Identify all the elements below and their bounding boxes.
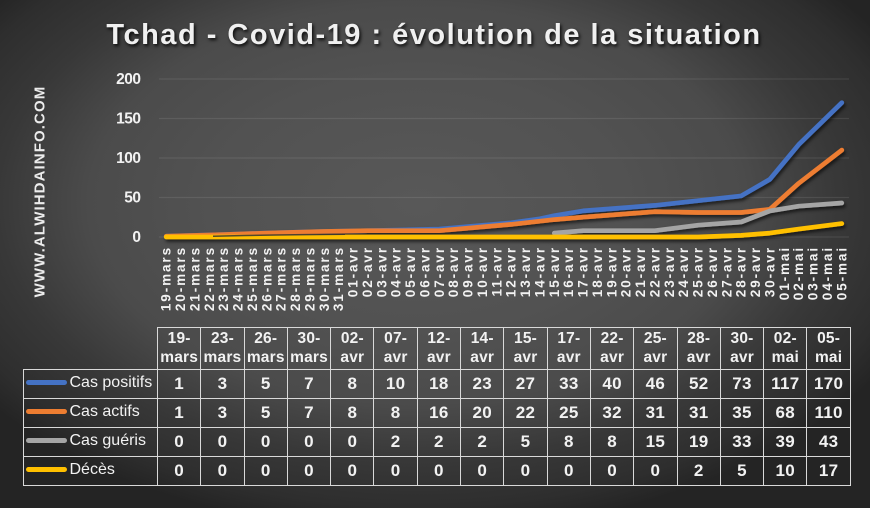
svg-text:19-mars: 19-mars: [159, 246, 174, 311]
svg-text:25-mars: 25-mars: [245, 246, 260, 311]
svg-text:28-avr: 28-avr: [734, 246, 749, 297]
svg-text:17-avr: 17-avr: [576, 246, 591, 297]
svg-text:29-mars: 29-mars: [302, 246, 317, 311]
svg-text:100: 100: [116, 150, 140, 167]
svg-text:04-avr: 04-avr: [389, 246, 404, 297]
svg-text:10-avr: 10-avr: [475, 246, 490, 297]
svg-text:30-mars: 30-mars: [317, 246, 332, 311]
svg-text:01-avr: 01-avr: [346, 246, 361, 297]
svg-text:03-mai: 03-mai: [806, 246, 821, 300]
svg-text:23-mars: 23-mars: [216, 246, 231, 311]
svg-text:150: 150: [116, 110, 140, 127]
svg-text:25-avr: 25-avr: [691, 246, 706, 297]
svg-text:01-mai: 01-mai: [777, 246, 792, 300]
svg-text:0: 0: [132, 229, 140, 246]
svg-text:14-avr: 14-avr: [532, 246, 547, 297]
svg-text:23-avr: 23-avr: [662, 246, 677, 297]
svg-text:200: 200: [116, 71, 140, 88]
svg-text:26-mars: 26-mars: [259, 246, 274, 311]
svg-text:50: 50: [124, 189, 140, 206]
svg-text:02-avr: 02-avr: [360, 246, 375, 297]
svg-text:03-avr: 03-avr: [374, 246, 389, 297]
svg-text:11-avr: 11-avr: [489, 246, 504, 296]
svg-text:05-avr: 05-avr: [403, 246, 418, 297]
svg-text:05-mai: 05-mai: [834, 246, 849, 300]
svg-text:21-avr: 21-avr: [633, 246, 648, 297]
svg-text:22-avr: 22-avr: [647, 246, 662, 297]
svg-text:16-avr: 16-avr: [561, 246, 576, 297]
svg-text:15-avr: 15-avr: [547, 246, 562, 297]
svg-text:06-avr: 06-avr: [417, 246, 432, 297]
svg-text:20-avr: 20-avr: [619, 246, 634, 297]
svg-text:27-avr: 27-avr: [719, 246, 734, 297]
svg-text:12-avr: 12-avr: [504, 246, 519, 297]
svg-text:29-avr: 29-avr: [748, 246, 763, 297]
svg-text:21-mars: 21-mars: [187, 246, 202, 311]
svg-text:30-avr: 30-avr: [762, 246, 777, 297]
svg-text:04-mai: 04-mai: [820, 246, 835, 300]
svg-text:08-avr: 08-avr: [446, 246, 461, 297]
svg-text:02-mai: 02-mai: [791, 246, 806, 300]
svg-text:28-mars: 28-mars: [288, 246, 303, 311]
svg-text:27-mars: 27-mars: [274, 246, 289, 311]
svg-text:31-mars: 31-mars: [331, 246, 346, 311]
svg-text:19-avr: 19-avr: [604, 246, 619, 297]
svg-text:07-avr: 07-avr: [432, 246, 447, 297]
svg-text:18-avr: 18-avr: [590, 246, 605, 297]
svg-text:26-avr: 26-avr: [705, 246, 720, 297]
svg-text:22-mars: 22-mars: [202, 246, 217, 311]
svg-text:09-avr: 09-avr: [461, 246, 476, 297]
svg-text:24-avr: 24-avr: [676, 246, 691, 297]
svg-text:13-avr: 13-avr: [518, 246, 533, 297]
svg-text:24-mars: 24-mars: [231, 246, 246, 311]
svg-text:20-mars: 20-mars: [173, 246, 188, 311]
